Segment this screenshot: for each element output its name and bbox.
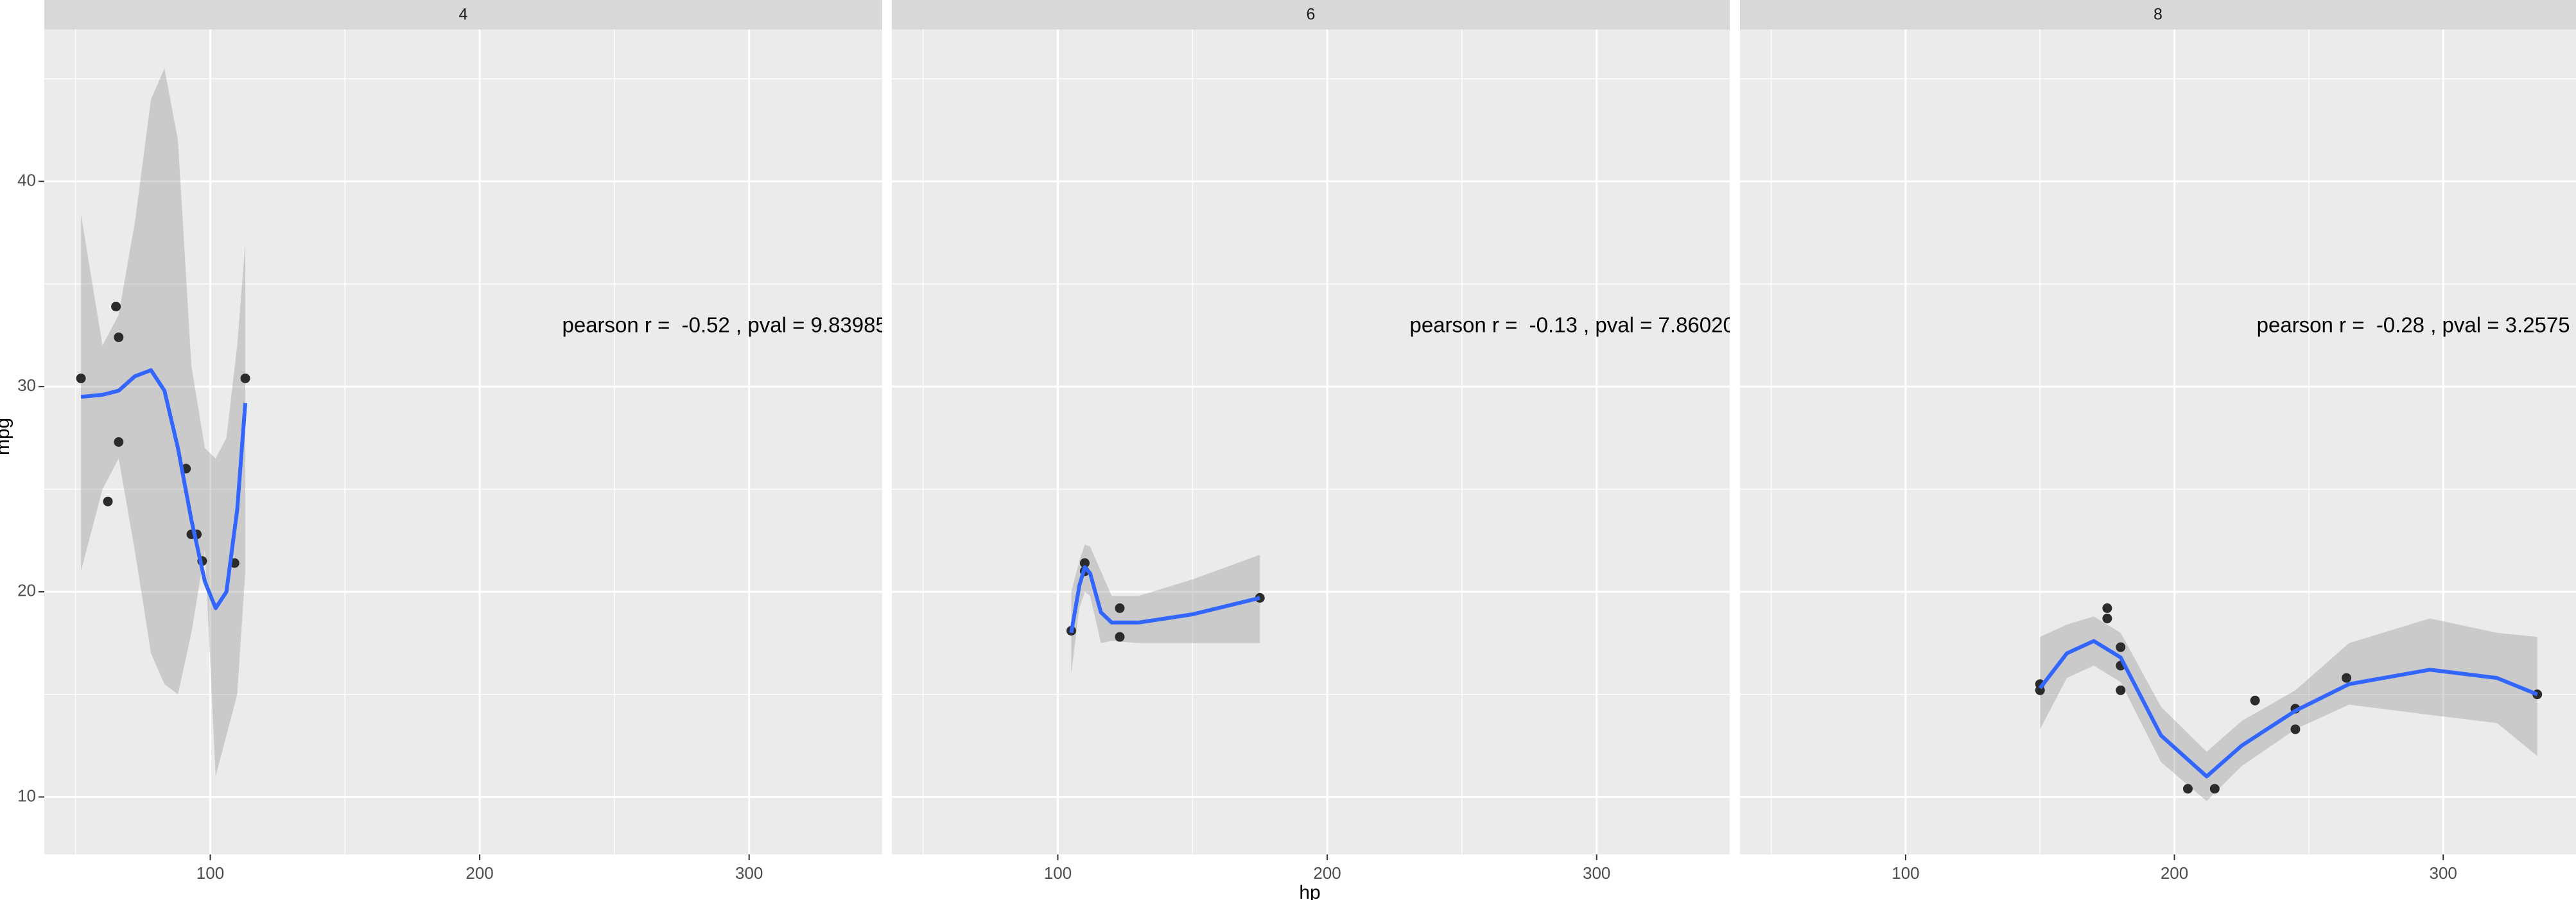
point [240, 373, 250, 383]
y-axis-label: mpg [0, 418, 13, 455]
point [2116, 685, 2126, 695]
point [114, 437, 124, 447]
panel-content: pearson r = -0.52 , pval = 9.83985 [76, 68, 887, 777]
panel [44, 30, 882, 854]
strip-background [44, 0, 882, 30]
confidence-ribbon [81, 68, 246, 777]
x-tick-label: 100 [1044, 863, 1072, 883]
panel [1740, 30, 2576, 854]
smooth-line [2038, 639, 2538, 779]
y-tick-label: 30 [17, 376, 36, 395]
strip-label: 4 [459, 6, 468, 24]
x-axis-label: hp [1299, 882, 1320, 900]
x-tick-label: 200 [466, 863, 493, 883]
x-tick-label: 200 [2161, 863, 2188, 883]
y-tick-label: 40 [17, 170, 36, 189]
point [2341, 673, 2351, 683]
point [2209, 784, 2220, 794]
x-tick-label: 100 [196, 863, 224, 883]
panel-background [892, 30, 1730, 854]
annotation: pearson r = -0.13 , pval = 7.86020 [1409, 313, 1734, 336]
strip-background [892, 0, 1730, 30]
panel [892, 30, 1730, 854]
x-tick-label: 100 [1892, 863, 1919, 883]
annotation: pearson r = -0.28 , pval = 3.2575 [2257, 313, 2570, 336]
x-tick-label: 300 [2429, 863, 2457, 883]
point [111, 302, 121, 312]
point [2182, 784, 2193, 794]
panel-content: pearson r = -0.28 , pval = 3.2575 [2035, 313, 2570, 801]
strip-label: 8 [2154, 6, 2163, 24]
point [2116, 642, 2126, 652]
point [76, 373, 86, 383]
strip-background [1740, 0, 2576, 30]
point [1079, 558, 1090, 568]
x-tick-label: 300 [1583, 863, 1610, 883]
point [2102, 603, 2112, 613]
point [2290, 724, 2301, 734]
point [2250, 695, 2260, 705]
smooth-line [80, 368, 248, 610]
point [1115, 632, 1125, 642]
panel-background [1740, 30, 2576, 854]
point [114, 332, 124, 342]
x-tick-label: 300 [735, 863, 763, 883]
y-tick-label: 10 [17, 786, 36, 805]
point [1115, 603, 1125, 613]
confidence-ribbon [2040, 616, 2537, 801]
strip-label: 6 [1307, 6, 1316, 24]
point [2102, 613, 2112, 623]
smooth-line [1069, 565, 1260, 634]
panel-content: pearson r = -0.13 , pval = 7.86020 [1066, 313, 1734, 674]
point [103, 496, 113, 506]
panel-background [44, 30, 882, 854]
y-tick-label: 20 [17, 581, 36, 600]
x-tick-label: 200 [1313, 863, 1341, 883]
annotation: pearson r = -0.52 , pval = 9.83985 [562, 313, 887, 336]
